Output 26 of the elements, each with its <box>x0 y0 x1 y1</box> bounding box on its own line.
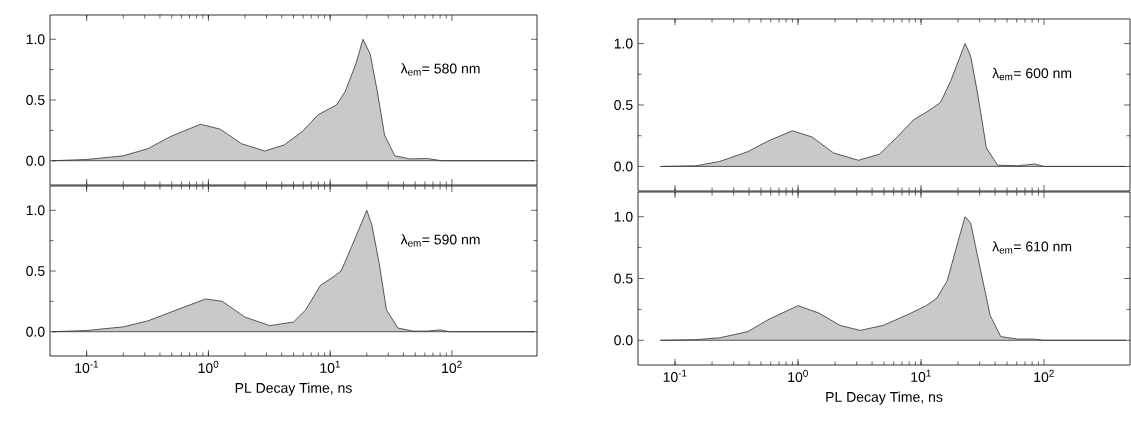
annotation: λ$_{em}$= 600 nm <box>992 67 1072 81</box>
annotation: λ$_{em}$= 610 nm <box>992 241 1072 254</box>
x-tick-label: 10$^{2}$ <box>442 360 462 374</box>
annotation: λ$_{em}$= 590 nm <box>400 234 480 247</box>
x-tick-label: 10$^{0}$ <box>198 360 219 374</box>
y-tick-label: 0.5 <box>614 273 633 284</box>
y-tick-label: 0.5 <box>26 95 45 105</box>
y-tick-label: 1.0 <box>26 34 45 45</box>
y-tick-label: 0.0 <box>614 335 633 346</box>
x-tick-label: 10$^{-1}$ <box>663 369 687 382</box>
y-tick-label: 0.0 <box>614 161 633 172</box>
x-axis-title: PL Decay Time, ns <box>235 382 352 396</box>
y-tick-label: 0.0 <box>26 326 45 337</box>
y-tick-label: 0.0 <box>26 155 45 166</box>
y-tick-label: 1.0 <box>614 211 633 222</box>
x-tick-label: 10$^{1}$ <box>320 360 340 373</box>
y-tick-label: 0.5 <box>614 100 633 110</box>
y-tick-label: 1.0 <box>26 205 45 216</box>
x-tick-label: 10$^{1}$ <box>911 369 931 382</box>
y-tick-label: 1.0 <box>614 38 633 49</box>
x-tick-label: 10$^{-1}$ <box>75 360 99 373</box>
x-axis-title: PL Decay Time, ns <box>826 391 943 405</box>
y-tick-label: 0.5 <box>26 266 45 276</box>
x-tick-label: 10$^{2}$ <box>1034 369 1054 383</box>
x-tick-label: 10$^{0}$ <box>788 369 808 383</box>
annotation: λ$_{em}$= 580 nm <box>400 63 480 76</box>
